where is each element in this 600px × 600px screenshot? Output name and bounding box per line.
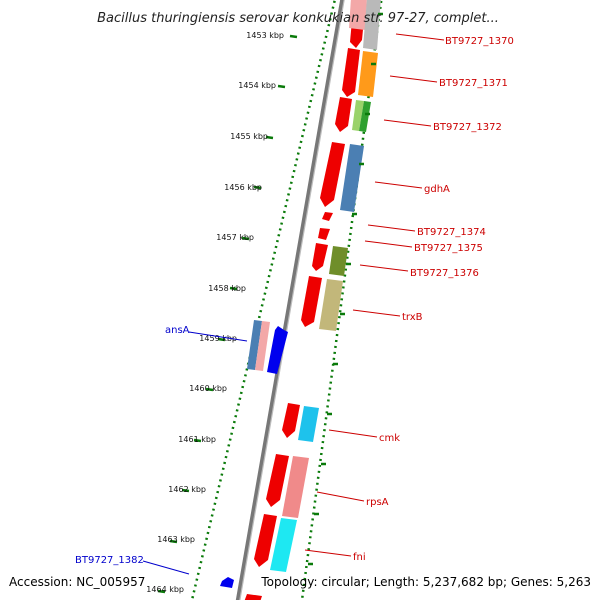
leader-line bbox=[367, 224, 416, 232]
map-title: Bacillus thuringiensis serovar konkukian… bbox=[97, 11, 499, 26]
tick-label: 1461 kbp bbox=[178, 435, 216, 444]
ring-borders bbox=[190, 0, 383, 600]
cog-block-lightgreen bbox=[352, 100, 364, 131]
tick-mark bbox=[253, 185, 262, 190]
gene-label-BT9727_1374: BT9727_1374 bbox=[417, 227, 486, 238]
tick-mark bbox=[181, 488, 190, 493]
gene-label-ansA: ansA bbox=[165, 325, 190, 336]
gene-label-BT9727_1376: BT9727_1376 bbox=[410, 268, 479, 279]
tick-label: 1453 kbp bbox=[246, 31, 284, 40]
gene-arrow-5 bbox=[322, 212, 333, 221]
tick-mark bbox=[241, 236, 250, 241]
tick-marks bbox=[157, 34, 298, 594]
tick-mark bbox=[157, 589, 166, 594]
outer-dotted-border bbox=[190, 0, 337, 600]
gene-label-gdhA: gdhA bbox=[424, 184, 450, 195]
gene-arrow-bottom bbox=[244, 594, 262, 600]
tick-label: 1463 kbp bbox=[157, 535, 195, 544]
gene-arrow-ansA bbox=[267, 326, 288, 374]
gene-arrow-6 bbox=[318, 228, 330, 240]
cog-block-pink-rpsA bbox=[282, 456, 309, 518]
gene-arrow-rpsA bbox=[266, 454, 289, 507]
gene-label-BT9727_1382: BT9727_1382 bbox=[75, 555, 144, 566]
gene-labels: BT9727_1370 BT9727_1371 BT9727_1372 gdhA… bbox=[75, 36, 514, 566]
leader-line bbox=[352, 309, 401, 317]
tick-mark bbox=[205, 387, 214, 392]
tick-mark bbox=[193, 438, 202, 443]
tick-mark bbox=[277, 84, 286, 89]
leader-line bbox=[142, 560, 190, 575]
gene-label-rpsA: rpsA bbox=[366, 497, 389, 508]
label-leaders bbox=[142, 33, 445, 575]
backbone-line bbox=[235, 0, 345, 600]
leader-line bbox=[316, 491, 365, 502]
cog-block-khaki bbox=[319, 279, 343, 331]
tick-label: 1458 kbp bbox=[208, 284, 246, 293]
gene-arrow-7 bbox=[312, 243, 328, 271]
leader-line bbox=[374, 181, 423, 189]
gene-arrow-3 bbox=[335, 97, 352, 132]
tick-mark bbox=[229, 286, 238, 291]
cog-block-cyan-cmk bbox=[298, 406, 319, 442]
tick-label: 1455 kbp bbox=[230, 132, 268, 141]
cog-blocks bbox=[247, 0, 381, 572]
reverse-genes bbox=[220, 326, 288, 588]
gene-label-BT9727_1375: BT9727_1375 bbox=[414, 243, 483, 254]
gene-label-trxB: trxB bbox=[402, 312, 423, 323]
tick-label: 1460 kbp bbox=[189, 384, 227, 393]
tick-mark bbox=[217, 337, 226, 342]
gene-arrow-cmk bbox=[282, 403, 300, 438]
tick-mark bbox=[265, 135, 274, 140]
gene-label-cmk: cmk bbox=[379, 433, 400, 444]
leader-line bbox=[364, 240, 413, 248]
cog-block-ansA-blue bbox=[247, 320, 262, 370]
cog-block-pink-top bbox=[349, 0, 367, 30]
cog-block-gray bbox=[363, 0, 381, 50]
backbone-highlight bbox=[239, 0, 345, 600]
tick-labels: 1453 kbp 1454 kbp 1455 kbp 1456 kbp 1457… bbox=[146, 31, 284, 594]
tick-mark bbox=[289, 34, 298, 39]
leader-line bbox=[395, 33, 445, 41]
leader-line bbox=[304, 549, 352, 557]
cog-block-steelblue bbox=[340, 144, 364, 212]
tick-label: 1459 kbp bbox=[199, 334, 237, 343]
gene-label-BT9727_1371: BT9727_1371 bbox=[439, 78, 508, 89]
tick-label: 1462 kbp bbox=[168, 485, 206, 494]
gene-label-fni: fni bbox=[353, 552, 366, 563]
cog-block-olive bbox=[329, 246, 348, 276]
tick-label: 1454 kbp bbox=[238, 81, 276, 90]
gene-label-BT9727_1372: BT9727_1372 bbox=[433, 122, 502, 133]
leader-line bbox=[359, 264, 409, 272]
gene-label-BT9727_1370: BT9727_1370 bbox=[445, 36, 514, 47]
inner-tick-marks bbox=[308, 12, 383, 566]
cog-block-orange bbox=[358, 51, 378, 97]
leader-line bbox=[188, 331, 248, 342]
tick-mark bbox=[169, 539, 178, 544]
leader-line bbox=[389, 75, 438, 83]
accession-text: Accession: NC_005957 bbox=[9, 575, 145, 589]
leader-line bbox=[328, 429, 378, 438]
tick-label: 1457 kbp bbox=[216, 233, 254, 242]
leader-line bbox=[383, 119, 432, 127]
gene-arrow-BT9727_1382 bbox=[220, 577, 234, 588]
gene-arrow-4 bbox=[320, 142, 345, 207]
topology-text: Topology: circular; Length: 5,237,682 bp… bbox=[260, 575, 591, 589]
cog-block-green bbox=[359, 101, 371, 132]
gene-arrow-8 bbox=[301, 276, 322, 327]
cog-block-ansA-pink bbox=[255, 321, 270, 371]
gene-arrow-fni bbox=[254, 514, 277, 567]
tick-label: 1456 kbp bbox=[224, 183, 262, 192]
gene-arrow-2 bbox=[342, 48, 360, 97]
tick-label: 1464 kbp bbox=[146, 585, 184, 594]
cog-block-cyan-fni bbox=[270, 518, 297, 572]
